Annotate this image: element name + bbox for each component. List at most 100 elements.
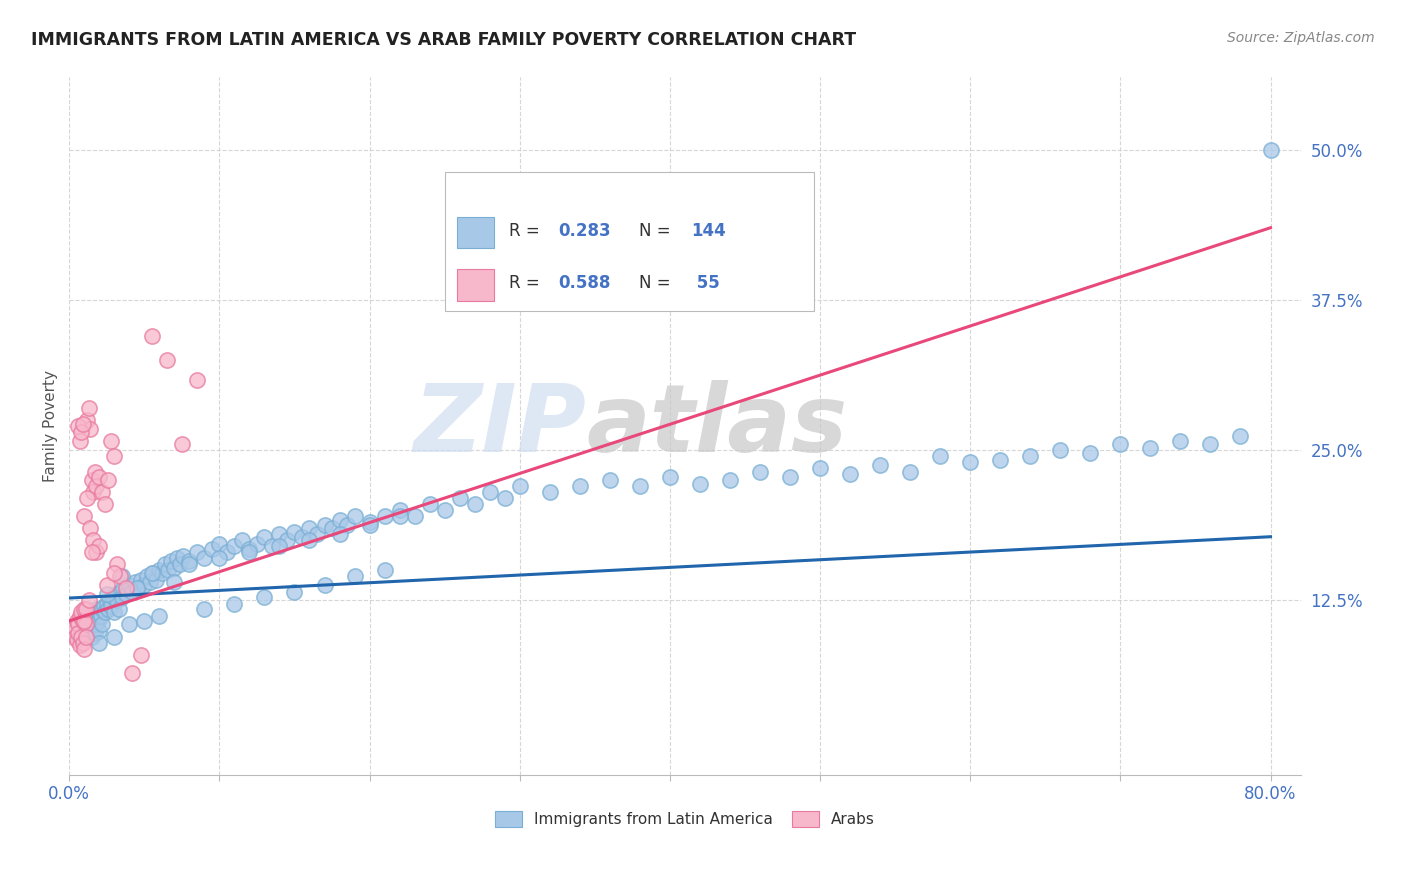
Point [494, 491, 516, 506]
Point [208, 551, 231, 566]
Point [718, 473, 741, 487]
Point [449, 491, 471, 506]
Text: 55: 55 [690, 274, 720, 293]
Point [359, 516, 381, 530]
Point [69, 638, 91, 652]
Point [186, 373, 208, 387]
Point [269, 527, 291, 541]
Point [65, 630, 87, 644]
Point [73, 509, 96, 524]
Point [94, 606, 117, 620]
Point [959, 455, 981, 469]
Text: R =: R = [509, 222, 544, 240]
Text: IMMIGRANTS FROM LATIN AMERICA VS ARAB FAMILY POVERTY CORRELATION CHART: IMMIGRANTS FROM LATIN AMERICA VS ARAB FA… [31, 31, 856, 49]
Point [808, 461, 831, 475]
Point [1019, 449, 1042, 463]
Point [70, 425, 93, 439]
Point [110, 585, 132, 599]
Point [84, 617, 107, 632]
Point [83, 609, 105, 624]
Point [89, 469, 111, 483]
Point [107, 602, 129, 616]
Point [69, 434, 91, 448]
Point [305, 527, 328, 541]
Point [328, 527, 350, 541]
Point [1078, 445, 1101, 459]
Point [166, 551, 188, 566]
Point [215, 545, 238, 559]
Point [155, 558, 177, 572]
Point [179, 558, 201, 572]
Point [478, 485, 501, 500]
Point [163, 575, 186, 590]
Point [193, 602, 215, 616]
Point [160, 554, 183, 568]
Point [231, 533, 253, 548]
Point [628, 479, 651, 493]
Point [97, 602, 120, 616]
Bar [457, 217, 494, 248]
Point [121, 665, 143, 680]
Point [419, 497, 441, 511]
Point [464, 497, 486, 511]
Point [72, 614, 94, 628]
Point [91, 602, 114, 616]
Point [172, 549, 194, 563]
Point [291, 530, 314, 544]
Point [70, 606, 93, 620]
Point [96, 597, 118, 611]
Point [73, 611, 96, 625]
Point [148, 563, 170, 577]
Point [253, 590, 276, 604]
Point [80, 473, 103, 487]
Point [374, 509, 396, 524]
Point [96, 587, 118, 601]
Point [238, 545, 260, 559]
Point [929, 449, 952, 463]
Point [82, 624, 104, 638]
Point [112, 582, 135, 596]
Point [283, 524, 305, 539]
Point [90, 609, 112, 624]
Point [179, 554, 201, 568]
Text: 144: 144 [690, 222, 725, 240]
Point [336, 517, 359, 532]
Point [169, 558, 191, 572]
Point [75, 630, 97, 644]
Point [62, 621, 84, 635]
Point [84, 545, 107, 559]
Point [359, 517, 381, 532]
Bar [457, 269, 494, 301]
Point [98, 593, 121, 607]
Point [103, 630, 125, 644]
Point [321, 521, 343, 535]
Point [103, 606, 125, 620]
Point [599, 473, 621, 487]
Legend: Immigrants from Latin America, Arabs: Immigrants from Latin America, Arabs [488, 805, 882, 833]
Text: ZIP: ZIP [413, 380, 586, 472]
Point [224, 539, 246, 553]
Point [509, 479, 531, 493]
Point [1109, 437, 1132, 451]
Point [110, 569, 132, 583]
Point [80, 630, 103, 644]
Point [101, 590, 124, 604]
Point [224, 597, 246, 611]
Point [141, 566, 163, 580]
Point [83, 626, 105, 640]
Point [66, 630, 89, 644]
Point [73, 614, 96, 628]
Point [75, 624, 97, 638]
Point [80, 545, 103, 559]
Point [1170, 434, 1192, 448]
Point [246, 537, 269, 551]
Point [131, 648, 153, 662]
Point [141, 329, 163, 343]
Point [77, 593, 100, 607]
Text: R =: R = [509, 274, 544, 293]
Point [314, 578, 336, 592]
Point [89, 606, 111, 620]
Point [156, 353, 179, 368]
Point [91, 617, 114, 632]
Point [253, 530, 276, 544]
